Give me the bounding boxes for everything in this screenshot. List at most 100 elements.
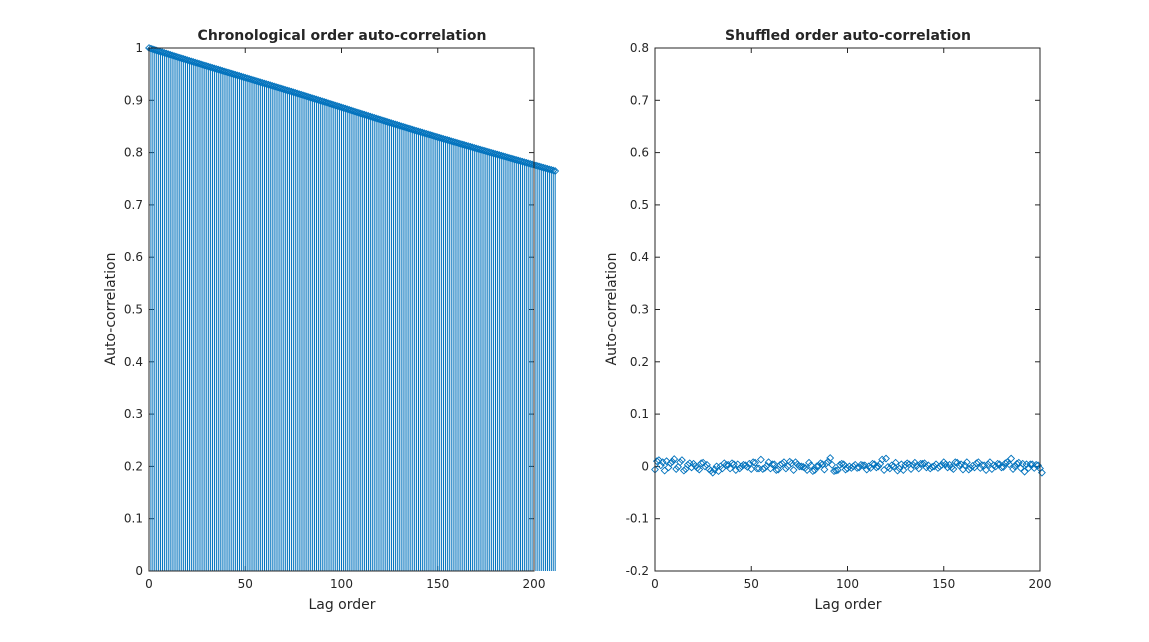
data-point	[399, 122, 408, 131]
y-tick-label: 0.7	[630, 93, 649, 107]
data-point	[701, 462, 709, 471]
data-point	[277, 84, 286, 93]
data-point	[1005, 460, 1014, 469]
data-point	[743, 462, 752, 471]
data-point	[835, 460, 844, 469]
data-point	[329, 101, 338, 109]
data-point	[805, 458, 813, 467]
y-tick-label: 0.3	[630, 303, 649, 317]
data-point	[997, 463, 1006, 472]
data-point	[718, 464, 727, 473]
data-point	[351, 107, 359, 116]
data-point	[345, 105, 354, 114]
data-point	[331, 101, 340, 110]
data-point	[935, 462, 944, 471]
data-point	[300, 91, 309, 100]
x-tick-label: 150	[426, 577, 449, 591]
data-point	[150, 45, 159, 54]
data-point	[891, 458, 900, 467]
y-tick-label: 0.4	[630, 250, 649, 264]
data-point	[370, 113, 379, 122]
scatter-series	[651, 454, 1046, 477]
data-point	[789, 466, 798, 474]
data-point	[318, 97, 327, 106]
data-point	[855, 463, 863, 472]
data-point	[173, 53, 182, 62]
data-point	[268, 81, 277, 90]
data-point	[799, 462, 808, 471]
data-point	[678, 456, 686, 465]
chart-title: Shuffled order auto-correlation	[725, 28, 971, 44]
data-point	[964, 465, 973, 474]
data-point	[287, 87, 296, 96]
data-point	[951, 458, 960, 467]
y-tick-label: 0.2	[124, 459, 143, 473]
data-point	[158, 48, 167, 57]
data-point	[926, 464, 935, 473]
data-point	[672, 465, 681, 473]
data-point	[195, 59, 203, 68]
data-point	[1009, 465, 1017, 473]
y-tick-label: 0.5	[630, 198, 649, 212]
data-point	[333, 102, 342, 111]
data-point	[383, 118, 392, 126]
data-point	[710, 465, 719, 474]
data-point	[949, 465, 958, 473]
y-axis-label: Auto-correlation	[604, 253, 620, 366]
data-point	[722, 460, 731, 469]
data-point	[770, 460, 779, 469]
data-point	[324, 99, 332, 108]
data-point	[899, 466, 908, 474]
data-point	[327, 100, 336, 109]
data-point	[966, 464, 975, 472]
data-point	[781, 464, 790, 473]
data-point	[316, 96, 325, 105]
data-point	[932, 460, 940, 469]
data-point	[189, 58, 198, 66]
data-point	[187, 57, 196, 66]
data-point	[747, 465, 756, 473]
data-point	[162, 49, 171, 58]
data-point	[335, 102, 344, 111]
data-point	[356, 109, 365, 118]
data-point	[658, 458, 667, 467]
data-point	[387, 119, 396, 128]
data-point	[676, 458, 684, 467]
data-point	[724, 460, 733, 469]
data-point	[974, 458, 983, 467]
data-point	[851, 460, 860, 469]
data-point	[749, 458, 758, 467]
data-point	[735, 464, 744, 473]
x-tick-label: 0	[651, 577, 659, 591]
data-point	[302, 92, 311, 101]
data-point	[697, 459, 706, 468]
data-point	[699, 458, 708, 467]
x-tick-label: 50	[238, 577, 253, 591]
data-point	[991, 462, 1000, 471]
data-point	[656, 461, 665, 470]
data-point	[193, 59, 202, 68]
data-point	[177, 54, 186, 63]
data-point	[166, 50, 175, 59]
data-point	[358, 110, 367, 119]
data-point	[778, 459, 786, 468]
y-tick-label: 0.4	[124, 355, 143, 369]
data-point	[772, 466, 781, 474]
data-point	[830, 467, 838, 476]
data-point	[214, 65, 223, 74]
data-point	[668, 457, 677, 466]
data-point	[878, 455, 887, 464]
data-point	[1026, 460, 1035, 469]
data-point	[160, 49, 169, 57]
data-point	[787, 459, 796, 468]
data-point	[250, 76, 259, 85]
data-point	[385, 118, 394, 127]
data-point	[924, 461, 933, 470]
data-point	[1011, 462, 1019, 471]
data-point	[822, 459, 831, 468]
data-point	[893, 466, 902, 475]
data-point	[393, 121, 402, 129]
data-point	[368, 113, 377, 122]
data-point	[360, 110, 369, 119]
